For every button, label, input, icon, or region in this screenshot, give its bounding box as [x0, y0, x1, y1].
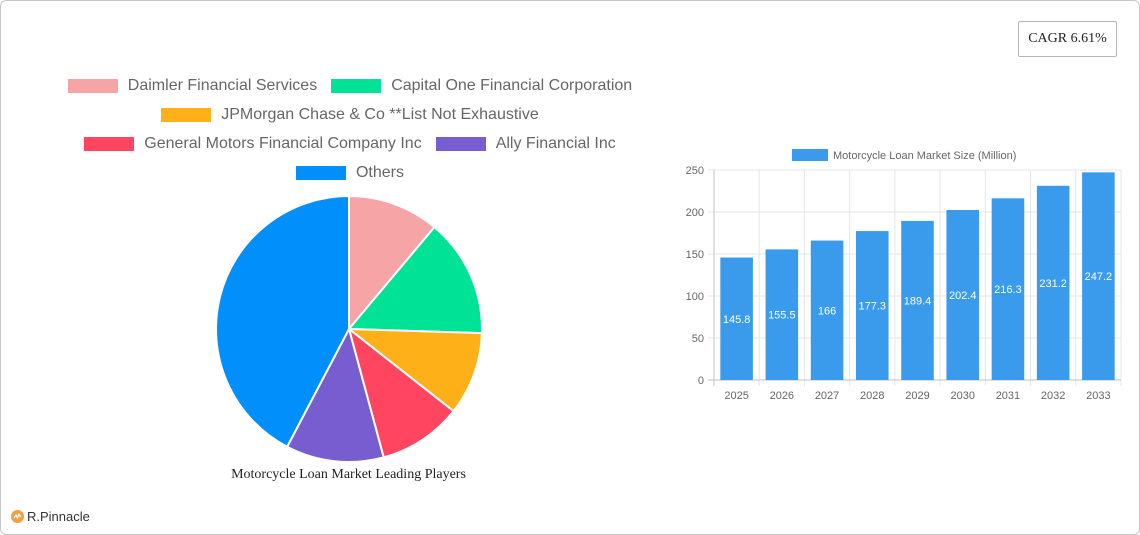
legend-item[interactable]: General Motors Financial Company Inc [84, 135, 422, 153]
bar-value-label: 202.4 [949, 290, 977, 302]
legend-item[interactable]: Ally Financial Inc [435, 135, 616, 153]
legend-label: Daimler Financial Services [127, 77, 318, 94]
legend-item[interactable]: JPMorgan Chase & Co **List Not Exhaustiv… [161, 106, 539, 124]
brand-name: R.Pinnacle [27, 509, 90, 524]
legend-item[interactable]: Others [295, 164, 404, 182]
legend-swatch [435, 137, 486, 151]
bar-value-label: 145.8 [723, 314, 751, 326]
legend-swatch [331, 79, 382, 93]
x-tick-label: 2031 [996, 390, 1020, 402]
y-tick-label: 150 [686, 249, 704, 261]
pie-slice[interactable] [348, 194, 436, 332]
legend-label: General Motors Financial Company Inc [144, 135, 422, 152]
x-tick-label: 2029 [905, 390, 929, 402]
legend-item[interactable]: Daimler Financial Services [67, 77, 318, 95]
y-tick-label: 200 [686, 207, 704, 219]
bar[interactable] [1082, 172, 1115, 380]
bar-value-label: 166 [818, 305, 836, 317]
bar[interactable] [810, 240, 844, 380]
bar-value-label: 216.3 [994, 284, 1022, 296]
pie-chart-title: Motorcycle Loan Market Leading Players [231, 467, 466, 482]
legend-swatch [161, 108, 212, 122]
x-tick-label: 2026 [770, 390, 794, 402]
bar[interactable] [1036, 185, 1070, 380]
legend-label: Ally Financial Inc [495, 135, 616, 152]
bar-legend-swatch [792, 149, 828, 161]
legend-row: Daimler Financial Services Capital One Fi… [0, 77, 700, 95]
bar-value-label: 247.2 [1085, 271, 1113, 283]
x-tick-label: 2025 [724, 390, 748, 402]
legend-label: Others [355, 164, 404, 181]
bar-chart: Motorcycle Loan Market Size (Million) 0 50… [660, 140, 1140, 420]
bar[interactable] [991, 198, 1025, 380]
x-tick-label: 2030 [950, 390, 974, 402]
bar[interactable] [855, 231, 889, 380]
pie-slice[interactable] [346, 225, 483, 335]
legend-item[interactable]: Capital One Financial Corporation [331, 77, 632, 95]
cagr-badge: CAGR 6.61% [1018, 21, 1117, 57]
bar[interactable] [765, 249, 799, 380]
legend-swatch [295, 166, 346, 180]
x-tick-label: 2032 [1041, 390, 1065, 402]
bar-value-label: 155.5 [768, 310, 796, 322]
y-tick-label: 0 [698, 375, 704, 387]
brand-logo: R.Pinnacle [11, 509, 90, 524]
legend-swatch [84, 137, 135, 151]
bar-value-label: 177.3 [859, 301, 887, 313]
bar[interactable] [946, 209, 980, 380]
legend-label: JPMorgan Chase & Co **List Not Exhaustiv… [221, 106, 539, 123]
legend-row: Others [0, 164, 700, 182]
pie-slice[interactable] [215, 194, 350, 449]
bar[interactable] [720, 257, 753, 380]
y-tick-label: 250 [686, 165, 704, 177]
bar-value-label: 231.2 [1039, 278, 1067, 290]
x-tick-label: 2028 [860, 390, 884, 402]
bar[interactable] [901, 220, 934, 380]
legend-label: Capital One Financial Corporation [391, 77, 633, 94]
x-tick-label: 2027 [815, 390, 839, 402]
x-tick-label: 2033 [1086, 390, 1110, 402]
legend-swatch [67, 79, 118, 93]
legend-row: JPMorgan Chase & Co **List Not Exhaustiv… [0, 106, 700, 124]
pie-chart [214, 194, 484, 464]
pie-slice[interactable] [285, 326, 385, 463]
y-tick-label: 100 [686, 291, 704, 303]
legend-row: General Motors Financial Company Inc Ally… [0, 135, 700, 153]
y-tick-label: 50 [692, 333, 704, 345]
pie-slice[interactable] [345, 327, 483, 413]
bar-value-label: 189.4 [904, 295, 932, 307]
bar-legend-label[interactable]: Motorcycle Loan Market Size (Million) [833, 150, 1016, 162]
pinnacle-logo-icon [11, 510, 24, 523]
